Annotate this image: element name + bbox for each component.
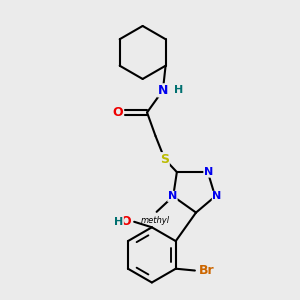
Text: N: N — [204, 167, 213, 177]
Text: methyl: methyl — [140, 216, 169, 225]
Text: H: H — [174, 85, 183, 95]
Text: N: N — [212, 191, 222, 201]
Text: N: N — [168, 191, 177, 201]
Text: H: H — [114, 217, 123, 227]
Text: Br: Br — [199, 264, 215, 277]
Text: S: S — [160, 153, 169, 166]
Text: N: N — [158, 84, 168, 97]
Text: O: O — [112, 106, 123, 119]
Text: O: O — [121, 215, 131, 228]
